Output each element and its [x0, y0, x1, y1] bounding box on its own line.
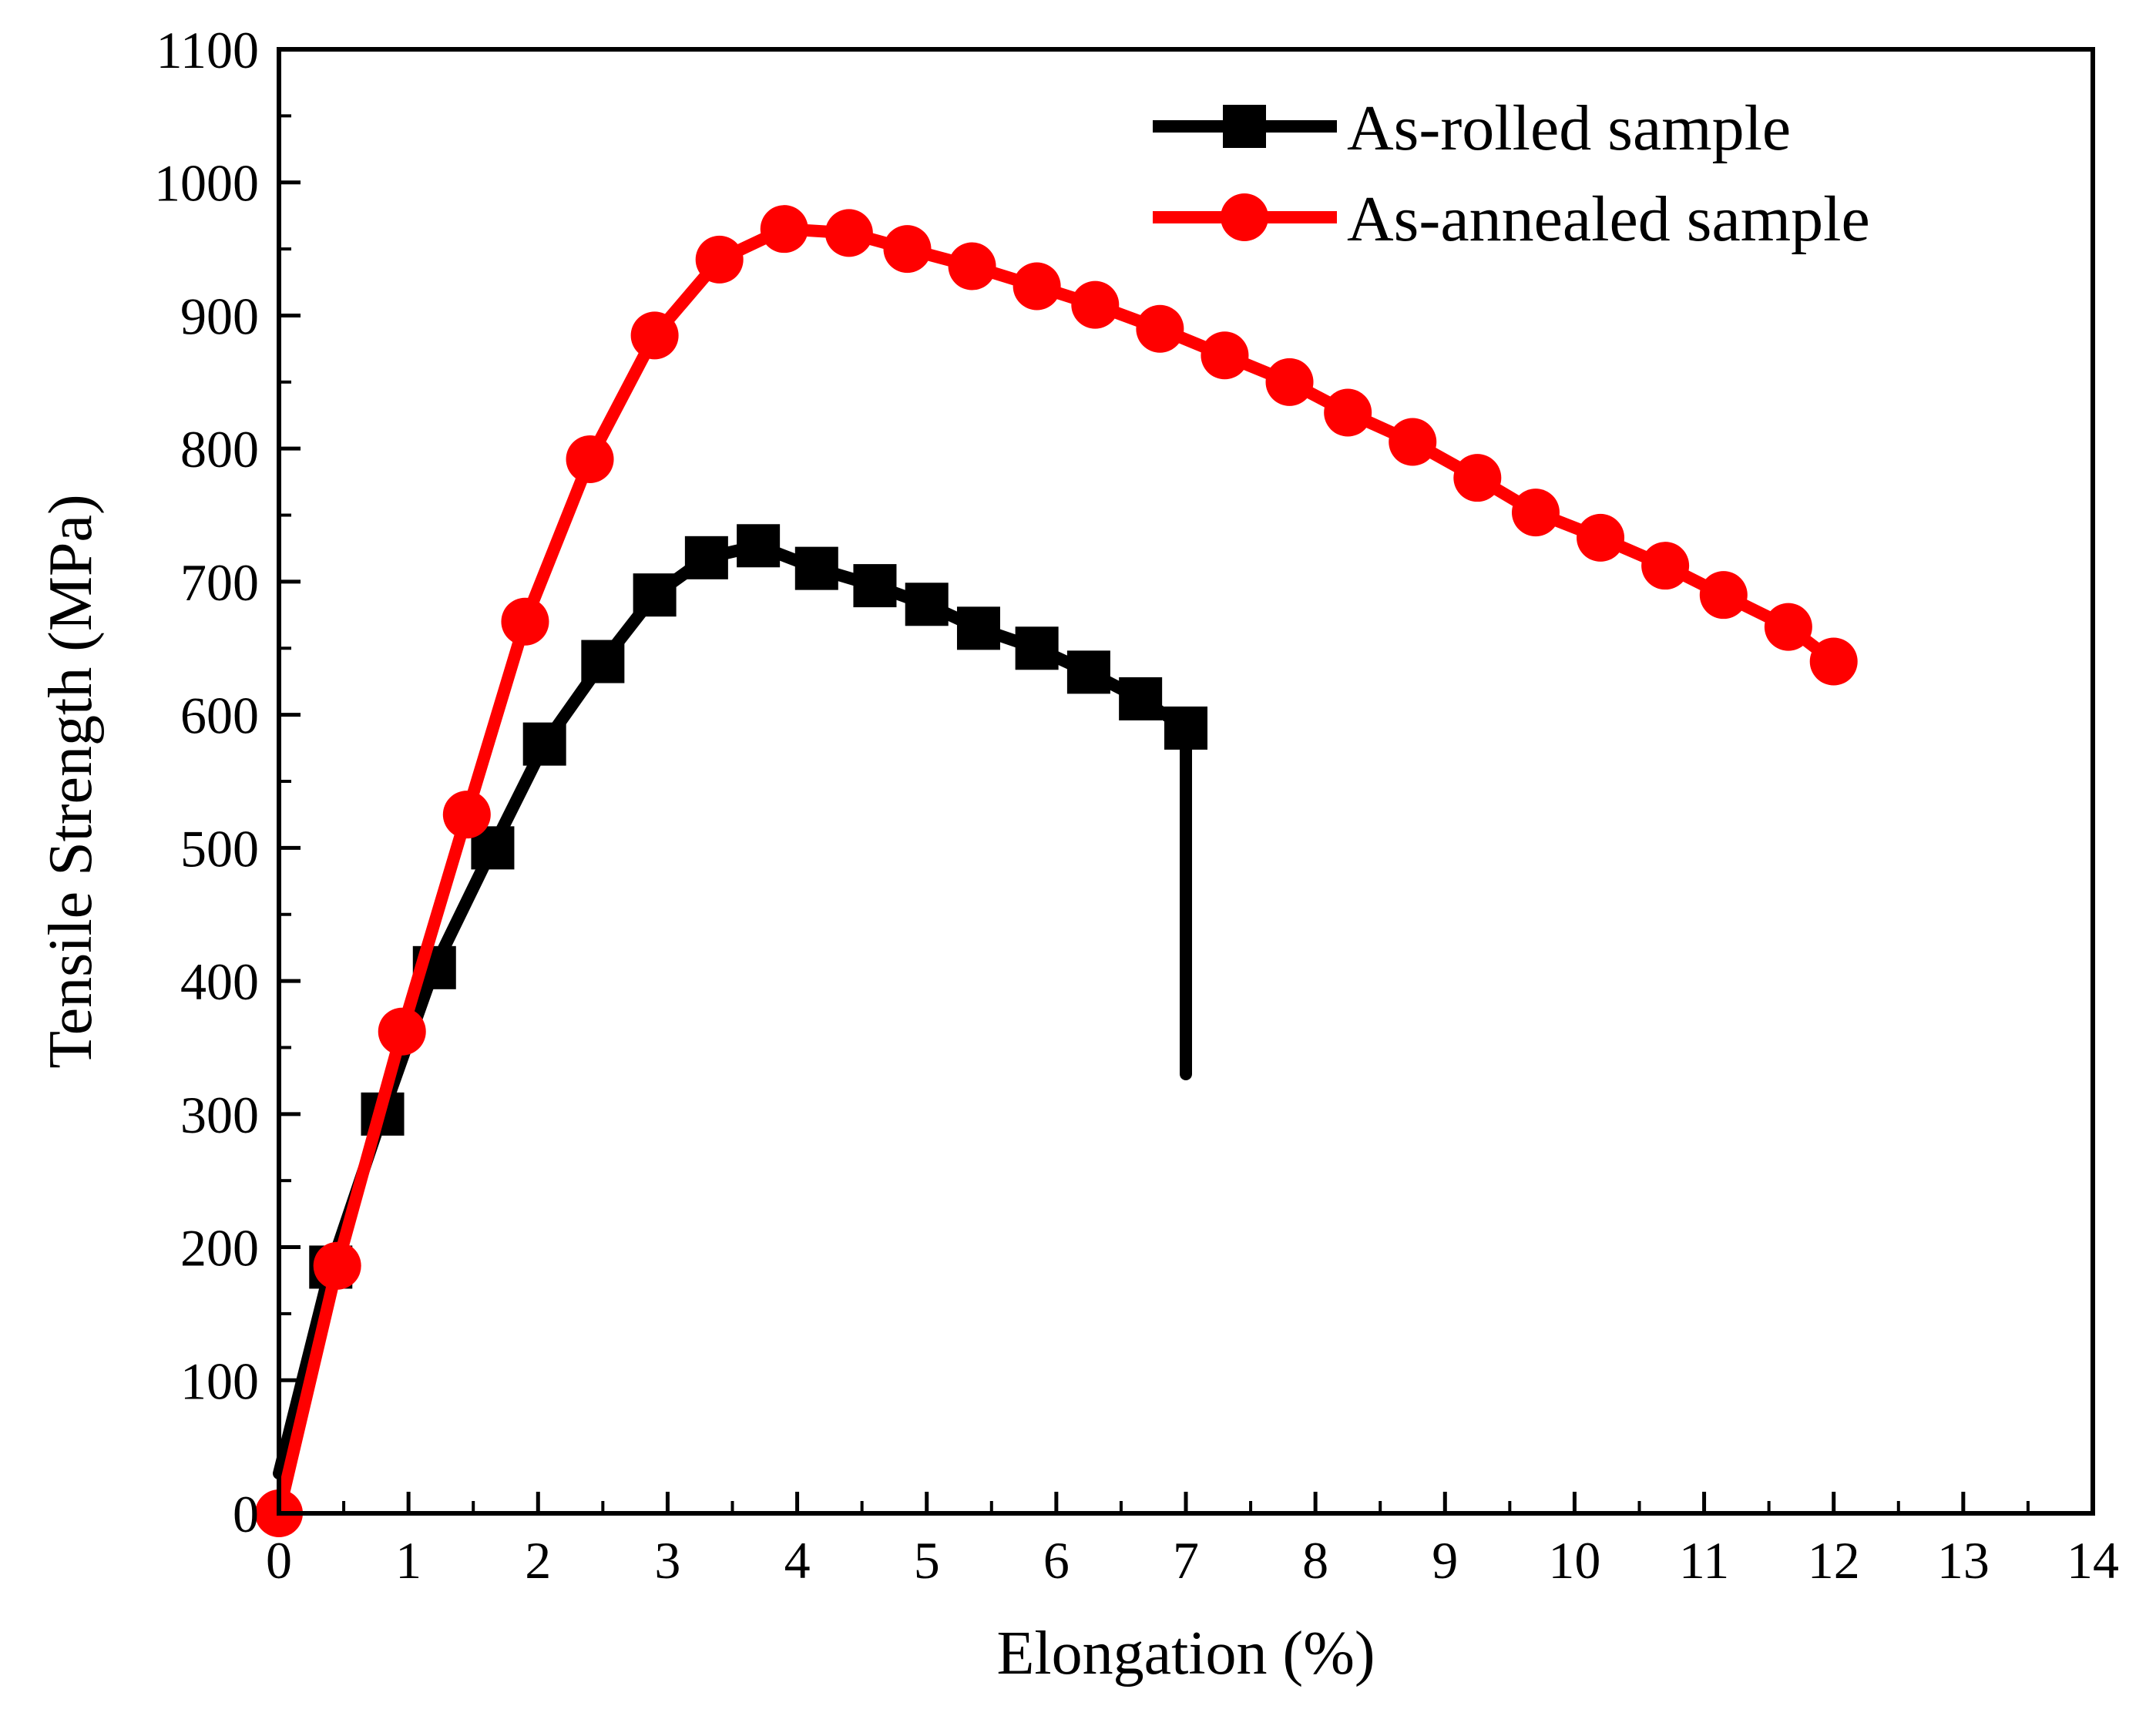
data-point-as-rolled-sample-11 — [853, 564, 897, 608]
data-point-as-annealed-sample-4 — [501, 597, 549, 646]
data-point-as-rolled-sample-12 — [905, 583, 949, 626]
x-tick-label-0: 0 — [266, 1531, 292, 1590]
y-tick-label-9: 900 — [180, 287, 259, 345]
data-point-as-annealed-sample-25 — [1809, 637, 1858, 686]
data-point-as-annealed-sample-12 — [1013, 262, 1061, 311]
data-point-as-annealed-sample-8 — [760, 205, 808, 254]
legend-item-as-rolled[interactable]: As-rolled sample — [1153, 92, 1791, 164]
legend-label-as-annealed: As-annealed sample — [1347, 183, 1870, 255]
data-point-as-rolled-sample-17 — [1164, 706, 1207, 750]
x-tick-label-7: 7 — [1173, 1531, 1199, 1590]
plot-area-frame — [277, 47, 2095, 1516]
data-point-as-annealed-sample-15 — [1201, 331, 1249, 380]
y-tick-label-10: 1000 — [154, 154, 259, 213]
x-tick-label-10: 10 — [1548, 1531, 1600, 1590]
x-tick-label-11: 11 — [1679, 1531, 1729, 1590]
data-point-as-annealed-sample-16 — [1265, 358, 1314, 406]
data-point-as-annealed-sample-18 — [1389, 418, 1437, 466]
data-point-as-rolled-sample-5 — [522, 722, 566, 766]
data-point-as-annealed-sample-24 — [1764, 603, 1812, 651]
y-tick-label-6: 600 — [180, 687, 259, 745]
data-point-as-annealed-sample-10 — [883, 225, 932, 274]
x-tick-label-4: 4 — [784, 1531, 811, 1590]
x-tick-label-2: 2 — [525, 1531, 551, 1590]
legend-label-as-rolled: As-rolled sample — [1347, 92, 1791, 164]
x-tick-label-8: 8 — [1302, 1531, 1328, 1590]
axis-labels: 0 1 2 3 4 5 6 7 8 9 10 11 12 13 1401002003004005006007… — [154, 21, 2119, 1590]
legend-marker-as-rolled — [1223, 105, 1266, 148]
x-tick-label-13: 13 — [1937, 1531, 1990, 1590]
y-tick-label-0: 0 — [233, 1485, 259, 1543]
data-point-as-annealed-sample-23 — [1699, 571, 1748, 620]
data-point-as-rolled-sample-9 — [737, 524, 781, 568]
data-point-as-annealed-sample-6 — [630, 311, 679, 360]
data-point-as-annealed-sample-11 — [948, 242, 996, 290]
x-tick-label-12: 12 — [1808, 1531, 1860, 1590]
data-point-as-rolled-sample-16 — [1119, 677, 1163, 720]
y-tick-label-2: 200 — [180, 1219, 259, 1278]
x-tick-label-6: 6 — [1043, 1531, 1070, 1590]
data-point-as-annealed-sample-7 — [695, 235, 744, 284]
y-tick-label-8: 800 — [180, 420, 259, 479]
data-point-as-annealed-sample-22 — [1641, 542, 1690, 590]
legend: As-rolled sample As-annealed sample — [1153, 92, 1870, 255]
x-tick-label-1: 1 — [395, 1531, 421, 1590]
y-tick-label-3: 300 — [180, 1086, 259, 1144]
data-point-as-rolled-sample-7 — [633, 573, 677, 617]
y-tick-label-7: 700 — [180, 553, 259, 612]
x-tick-label-14: 14 — [2067, 1531, 2119, 1590]
data-point-as-annealed-sample-3 — [442, 791, 491, 839]
data-point-as-rolled-sample-6 — [581, 640, 625, 683]
x-axis-title: Elongation (%) — [997, 1620, 1375, 1687]
data-point-as-annealed-sample-9 — [824, 209, 873, 257]
legend-item-as-annealed[interactable]: As-annealed sample — [1153, 183, 1870, 255]
data-point-as-annealed-sample-13 — [1071, 280, 1120, 329]
y-tick-label-1: 100 — [180, 1352, 259, 1410]
data-point-as-annealed-sample-19 — [1453, 454, 1502, 502]
data-point-as-annealed-sample-14 — [1136, 304, 1184, 353]
data-point-as-annealed-sample-2 — [378, 1007, 426, 1056]
data-point-as-rolled-sample-15 — [1066, 650, 1110, 694]
y-tick-label-5: 500 — [180, 819, 259, 878]
y-axis-title: Tensile Strength (MPa) — [37, 494, 105, 1068]
data-point-as-rolled-sample-8 — [684, 536, 728, 579]
x-tick-label-3: 3 — [654, 1531, 680, 1590]
data-point-as-annealed-sample-5 — [566, 435, 614, 483]
data-point-as-annealed-sample-20 — [1511, 489, 1560, 537]
data-point-as-annealed-sample-21 — [1577, 513, 1625, 562]
y-tick-label-4: 400 — [180, 952, 259, 1011]
data-point-as-annealed-sample-1 — [313, 1241, 361, 1290]
series-layer — [255, 205, 1858, 1537]
x-tick-label-5: 5 — [914, 1531, 940, 1590]
y-tick-label-11: 1100 — [156, 21, 259, 79]
legend-marker-as-annealed — [1221, 193, 1268, 241]
data-point-as-annealed-sample-17 — [1324, 388, 1372, 437]
x-tick-label-9: 9 — [1432, 1531, 1458, 1590]
data-point-as-rolled-sample-10 — [794, 546, 838, 590]
data-point-as-rolled-sample-14 — [1015, 626, 1059, 670]
data-point-as-rolled-sample-13 — [956, 606, 1000, 650]
